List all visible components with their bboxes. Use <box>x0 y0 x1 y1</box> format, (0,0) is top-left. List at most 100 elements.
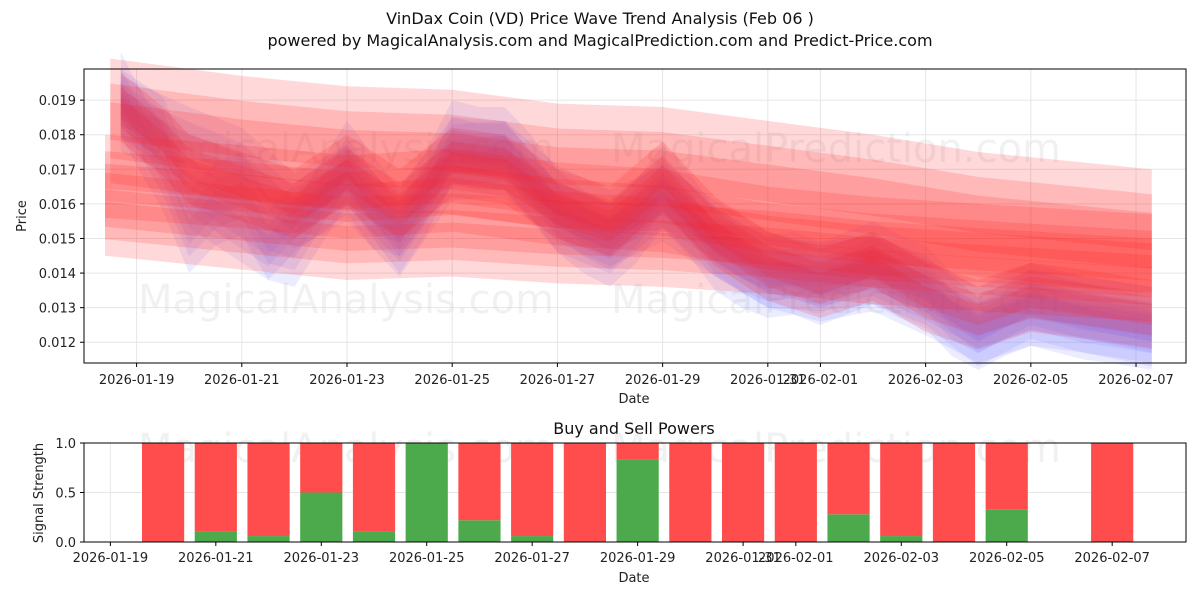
price-y-ticks: 0.012 0.013 0.014 0.015 0.016 0.017 0.018 0.019 <box>39 94 84 351</box>
price-y-tick-label: 0.018 <box>39 129 76 144</box>
price-band-red_trend_low-0 <box>105 172 1152 322</box>
buy-bar <box>827 514 870 542</box>
sell-bar <box>1091 443 1134 542</box>
price-x-tick-label: 2026-01-19 <box>99 373 175 388</box>
sell-bar <box>511 443 554 537</box>
price-band-red_trend_upper-0 <box>110 58 1152 294</box>
price-band-red_trend_mid-2 <box>105 163 1152 269</box>
price-band-red_trend_low-1 <box>105 189 1152 305</box>
buy-bar <box>458 520 501 542</box>
signal-x-tick-label: 2026-01-29 <box>600 551 676 566</box>
signal-y-tick-label: 1.0 <box>55 437 76 452</box>
signal-x-tick-label: 2026-01-25 <box>389 551 465 566</box>
sell-bar <box>880 443 923 537</box>
price-band-blue_wave_3-2 <box>120 102 1152 337</box>
sell-bar <box>142 443 185 542</box>
price-x-tick-label: 2026-02-03 <box>888 373 964 388</box>
buy-bar <box>405 443 448 542</box>
signal-x-tick-label: 2026-02-03 <box>863 551 939 566</box>
price-x-tick-label: 2026-01-27 <box>520 373 596 388</box>
buy-bar <box>352 531 396 542</box>
price-y-tick-label: 0.013 <box>39 302 76 317</box>
signal-bars <box>142 443 1134 542</box>
signal-y-axis-label: Signal Strength <box>32 443 47 543</box>
sell-bar <box>669 443 712 542</box>
sell-bar <box>194 443 237 532</box>
signal-x-ticks: 2026-01-19 2026-01-21 2026-01-23 2026-01-25… <box>73 542 1150 566</box>
signal-x-tick-label: 2026-02-07 <box>1074 551 1150 566</box>
price-x-tick-label: 2026-01-31 <box>730 373 806 388</box>
signal-x-tick-label: 2026-01-21 <box>178 551 254 566</box>
sell-bar <box>932 443 976 542</box>
price-x-ticks: 2026-01-19 2026-01-21 2026-01-23 2026-01-25… <box>99 363 1174 388</box>
price-plot-frame <box>83 68 1187 364</box>
price-y-tick-label: 0.019 <box>39 94 76 109</box>
buy-bar <box>985 509 1028 542</box>
watermark-prediction-top: MagicalPrediction.com <box>611 126 1061 172</box>
signal-y-ticks: 0.0 0.5 1.0 <box>55 437 84 551</box>
signal-x-tick-label: 2026-01-31 <box>705 551 781 566</box>
price-plot: MagicalAnalysis.com MagicalPrediction.co… <box>15 51 1187 407</box>
price-band-blue_wave_3-1 <box>120 91 1152 348</box>
price-band-blue_wave_2-2 <box>120 93 1152 343</box>
price-band-blue_wave_2-1 <box>120 82 1152 353</box>
price-grid <box>84 69 1186 363</box>
price-band-blue_wave_1-1 <box>120 68 1152 354</box>
sell-bar <box>722 443 765 542</box>
chart-title: VinDax Coin (VD) Price Wave Trend Analys… <box>386 9 814 28</box>
signal-x-axis-label: Date <box>618 571 649 586</box>
price-x-tick-label: 2026-01-21 <box>204 373 280 388</box>
signal-x-tick-label: 2026-01-27 <box>494 551 570 566</box>
signal-plot: Buy and Sell Powers MagicalAnalysis.com … <box>32 419 1187 586</box>
price-plot-background <box>84 69 1186 363</box>
price-band-red_wave-2 <box>120 96 1152 325</box>
watermark-analysis-mid: MagicalAnalysis.com <box>138 277 554 323</box>
price-band-blue_wave_1-0 <box>120 51 1152 370</box>
price-y-tick-label: 0.012 <box>39 336 76 351</box>
price-band-blue_wave_2-0 <box>120 69 1152 367</box>
signal-plot-title: Buy and Sell Powers <box>553 419 715 438</box>
sell-bar <box>458 443 501 521</box>
price-x-tick-label: 2026-02-01 <box>783 373 859 388</box>
price-band-red_trend_low-2 <box>105 201 1152 293</box>
price-band-red_trend_upper-1 <box>110 83 1152 269</box>
signal-y-tick-label: 0.0 <box>55 536 76 551</box>
price-y-tick-label: 0.017 <box>39 163 76 178</box>
price-y-tick-label: 0.016 <box>39 198 76 213</box>
sell-bar <box>300 443 343 493</box>
chart-subtitle: powered by MagicalAnalysis.com and Magic… <box>267 31 933 50</box>
price-band-red_trend_mid-0 <box>105 134 1152 298</box>
signal-x-tick-label: 2026-02-01 <box>758 551 834 566</box>
price-band-red_trend_mid-1 <box>105 151 1152 281</box>
price-y-tick-label: 0.015 <box>39 232 76 247</box>
buy-bar <box>616 459 659 542</box>
signal-y-tick-label: 0.5 <box>55 487 76 502</box>
price-band-red_trend_upper-2 <box>110 102 1152 251</box>
price-x-tick-label: 2026-02-07 <box>1098 373 1174 388</box>
sell-bar <box>616 443 659 460</box>
buy-bar <box>194 531 237 542</box>
price-y-tick-label: 0.014 <box>39 267 76 282</box>
price-x-tick-label: 2026-01-29 <box>625 373 701 388</box>
buy-bar <box>880 536 923 542</box>
buy-bar <box>511 536 554 542</box>
price-band-blue_wave_3-0 <box>120 75 1152 364</box>
price-x-tick-label: 2026-01-23 <box>309 373 385 388</box>
sell-bar <box>827 443 870 515</box>
buy-bar <box>300 492 343 542</box>
sell-bar <box>563 443 606 542</box>
sell-bar <box>352 443 396 532</box>
price-y-axis-label: Price <box>15 200 30 232</box>
sell-bar <box>985 443 1028 510</box>
sell-bar <box>774 443 817 542</box>
signal-x-tick-label: 2026-02-05 <box>969 551 1045 566</box>
watermark-prediction-mid: MagicalPrediction.com <box>611 277 1061 323</box>
price-band-red_wave-0 <box>120 72 1152 350</box>
watermark-analysis-top: MagicalAnalysis.com <box>138 126 554 172</box>
buy-bar <box>247 536 290 542</box>
price-x-axis-label: Date <box>618 392 649 407</box>
price-x-tick-label: 2026-01-25 <box>414 373 490 388</box>
price-band-red_wave-1 <box>120 86 1152 336</box>
